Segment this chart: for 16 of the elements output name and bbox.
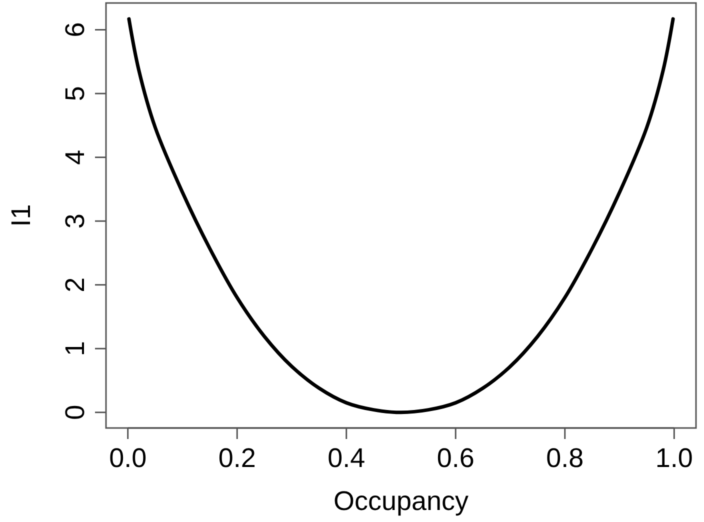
- y-tick-label: 1: [60, 341, 90, 356]
- y-tick-label: 5: [60, 86, 90, 102]
- y-tick-label: 2: [60, 277, 90, 292]
- x-tick-label: 0.6: [436, 443, 474, 473]
- x-tick-label: 0.4: [328, 443, 366, 473]
- line-series: [127, 17, 675, 414]
- x-tick-label: 1.0: [655, 443, 693, 473]
- y-tick-label: 6: [60, 22, 90, 38]
- y-tick-label: 3: [60, 214, 90, 229]
- x-tick-label: 0.2: [218, 443, 256, 473]
- x-tick-label: 0.8: [546, 443, 584, 473]
- y-tick-label: 0: [60, 404, 90, 420]
- x-tick-label: 0.0: [109, 443, 147, 473]
- y-axis-title: I1: [6, 204, 36, 227]
- y-tick-label: 4: [60, 150, 90, 165]
- x-axis-title: Occupancy: [333, 486, 470, 516]
